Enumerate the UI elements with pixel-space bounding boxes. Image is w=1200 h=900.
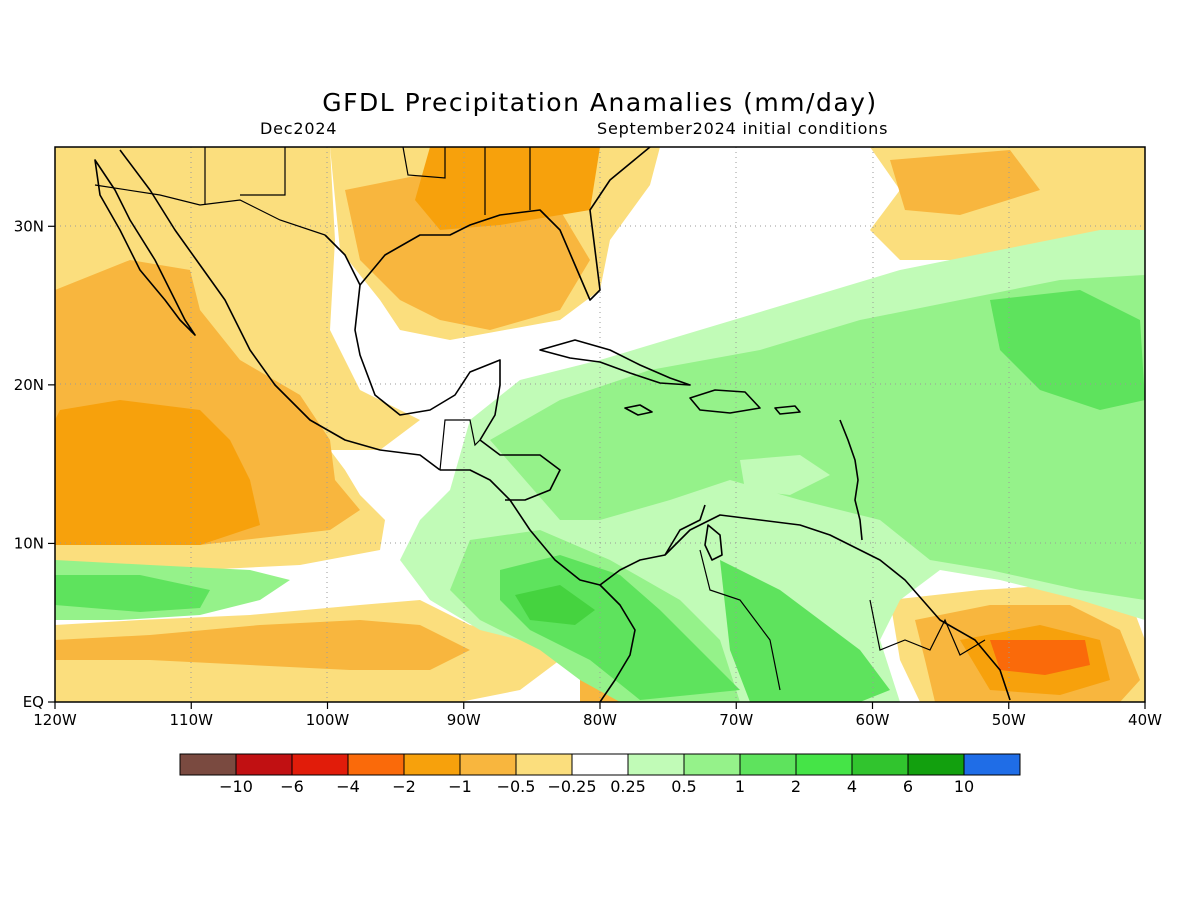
dry-region-north-atlantic: [890, 150, 1040, 215]
colorbar-swatch: [291, 753, 349, 776]
coast-jamaica: [624, 404, 653, 416]
border-us-states: [204, 147, 531, 215]
coast-baja-california: [94, 159, 196, 336]
colorbar-swatch: [963, 753, 1021, 776]
colorbar-label: −2: [392, 777, 416, 796]
map-gridlines: [55, 147, 1145, 702]
map-panel: [55, 147, 1145, 702]
colorbar-label: −4: [336, 777, 360, 796]
coast-south-america-pacific: [599, 584, 636, 702]
wet-region-panama-core: [515, 585, 595, 625]
wet-region-caribbean: [490, 275, 1145, 600]
coastlines: [94, 147, 1011, 702]
colorbar-swatch: [515, 753, 573, 776]
political-borders: [94, 147, 986, 691]
lon-tick-label: 110W: [170, 711, 214, 729]
dry-region-pacific-core: [55, 400, 260, 545]
coast-lesser-antilles: [839, 419, 863, 541]
coast-hispaniola: [689, 389, 761, 414]
colorbar-label: 1: [735, 777, 745, 796]
colorbar-label: −1: [448, 777, 472, 796]
lat-tick-label: 20N: [14, 376, 44, 394]
colorbar-swatch: [627, 753, 685, 776]
border-guianas: [869, 599, 986, 656]
lat-tick-label: 10N: [14, 534, 44, 552]
latitude-axis: EQ 10N 20N 30N: [14, 217, 55, 711]
map-title: GFDL Precipitation Anamalies (mm/day): [322, 88, 877, 117]
colorbar-label: 4: [847, 777, 857, 796]
wet-region-atlantic-east: [990, 290, 1145, 410]
colorbar-label: −0.5: [497, 777, 536, 796]
wet-anomaly-fields: [55, 230, 1145, 702]
wet-region-venezuela: [720, 560, 890, 702]
coast-south-america-north: [664, 514, 1011, 701]
coast-gulf-of-mexico: [324, 234, 501, 441]
lon-tick-label: 40W: [1128, 711, 1162, 729]
dry-region-gulf: [345, 175, 590, 330]
wet-region-caribbean-pocket: [740, 455, 830, 495]
colorbar-label: 10: [954, 777, 974, 796]
colorbar-label: −0.25: [547, 777, 596, 796]
coast-puerto-rico: [774, 405, 801, 415]
wet-region-itcz-core: [55, 575, 210, 612]
lon-tick-label: 50W: [992, 711, 1026, 729]
border-colombia-venezuela: [699, 549, 781, 691]
lon-tick-label: 100W: [306, 711, 350, 729]
colorbar-label: −10: [219, 777, 253, 796]
lat-tick-label: 30N: [14, 217, 44, 235]
dry-region-equatorial-core: [55, 620, 470, 670]
colorbar-label: 0.25: [610, 777, 646, 796]
colorbar-swatch: [683, 753, 741, 776]
colorbar-label: 0.5: [671, 777, 696, 796]
colorbar-label: −6: [280, 777, 304, 796]
colorbar-swatch: [907, 753, 965, 776]
colorbar-swatch: [571, 753, 629, 776]
lon-tick-label: 90W: [447, 711, 481, 729]
coast-central-america: [440, 469, 706, 586]
colorbar-swatch: [403, 753, 461, 776]
dry-region-strong-anomaly: [990, 640, 1090, 675]
colorbar-swatch: [347, 753, 405, 776]
colorbar-swatch: [739, 753, 797, 776]
lat-tick-label: EQ: [23, 693, 44, 711]
dry-region-southeast-us: [415, 147, 600, 230]
colorbar: −10 −6 −4 −2 −1 −0.5 −0.25 0.25 0.5 1 2 4 6 10: [179, 753, 1021, 796]
coast-mexico-pacific: [119, 149, 441, 471]
longitude-axis: 120W 110W 100W 90W 80W 70W 60W 50W 40W: [33, 702, 1162, 729]
lon-tick-label: 80W: [583, 711, 617, 729]
colorbar-label: 6: [903, 777, 913, 796]
border-us-mexico: [94, 184, 326, 236]
coast-lake-maracaibo: [704, 524, 723, 561]
coast-us-gulf: [359, 147, 651, 301]
border-guatemala: [439, 419, 481, 471]
colorbar-label: 2: [791, 777, 801, 796]
lon-tick-label: 120W: [33, 711, 77, 729]
colorbar-swatch: [179, 753, 237, 776]
lon-tick-label: 70W: [719, 711, 753, 729]
colorbar-swatch: [459, 753, 517, 776]
coast-caribbean-central: [479, 439, 561, 501]
dry-anomaly-fields: [55, 147, 1145, 702]
lon-tick-label: 60W: [856, 711, 890, 729]
colorbar-swatch: [795, 753, 853, 776]
coast-cuba: [539, 339, 691, 386]
colorbar-swatch: [851, 753, 909, 776]
colorbar-swatch: [235, 753, 293, 776]
init-conditions-label: September2024 initial conditions: [597, 119, 888, 138]
valid-month-label: Dec2024: [260, 119, 337, 138]
